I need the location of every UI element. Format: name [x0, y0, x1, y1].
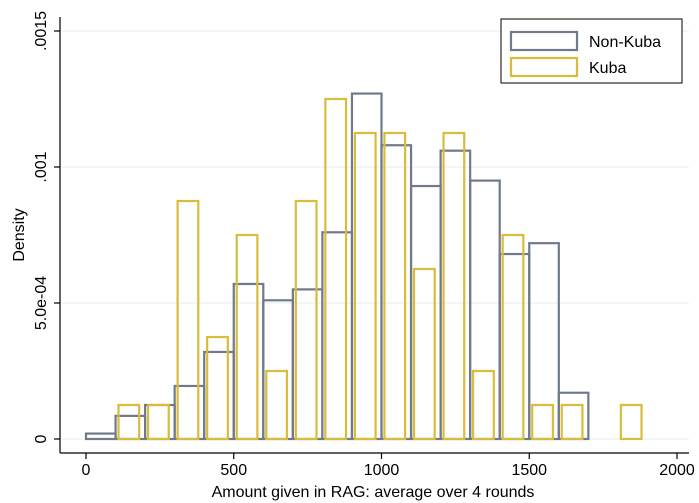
bar-kuba — [294, 199, 318, 441]
bar-kuba — [265, 369, 289, 441]
bar-kuba — [560, 403, 584, 441]
legend-swatch-non-kuba — [509, 30, 579, 52]
bar-kuba — [472, 369, 495, 441]
bar-kuba — [324, 97, 348, 441]
y-tick-label: 5.0e-04 — [33, 276, 50, 330]
bar-kuba — [206, 335, 229, 441]
y-axis-ticks: 0 5.0e-04 .001 .0015 — [33, 11, 60, 443]
bar-kuba — [412, 267, 436, 441]
bar-kuba — [383, 131, 407, 441]
x-axis-label: Amount given in RAG: average over 4 roun… — [212, 484, 535, 501]
x-tick-label: 1000 — [364, 462, 400, 479]
y-tick-label: .001 — [33, 151, 50, 182]
x-axis-ticks: 0 500 1000 1500 2000 — [82, 453, 695, 479]
bar-kuba — [501, 233, 525, 441]
series-kuba — [117, 97, 643, 441]
x-tick-label: 0 — [82, 462, 91, 479]
bar-kuba — [442, 131, 466, 441]
y-tick-label: .0015 — [33, 11, 50, 51]
legend: Non-Kuba Kuba — [500, 18, 683, 84]
bar-kuba — [146, 403, 170, 441]
bar-kuba — [176, 199, 200, 441]
legend-label-kuba: Kuba — [589, 60, 626, 77]
x-tick-label: 2000 — [659, 462, 695, 479]
y-axis-label: Density — [11, 208, 28, 261]
x-tick-label: 1500 — [511, 462, 547, 479]
bar-kuba — [531, 403, 554, 441]
bar-kuba — [353, 131, 377, 441]
legend-label-non-kuba: Non-Kuba — [589, 34, 661, 51]
bar-kuba — [117, 403, 141, 441]
axes — [59, 17, 689, 454]
x-tick-label: 500 — [220, 462, 247, 479]
y-tick-label: 0 — [33, 434, 50, 443]
legend-swatch-kuba — [509, 56, 579, 78]
bar-kuba — [619, 403, 643, 441]
bar-kuba — [235, 233, 259, 441]
